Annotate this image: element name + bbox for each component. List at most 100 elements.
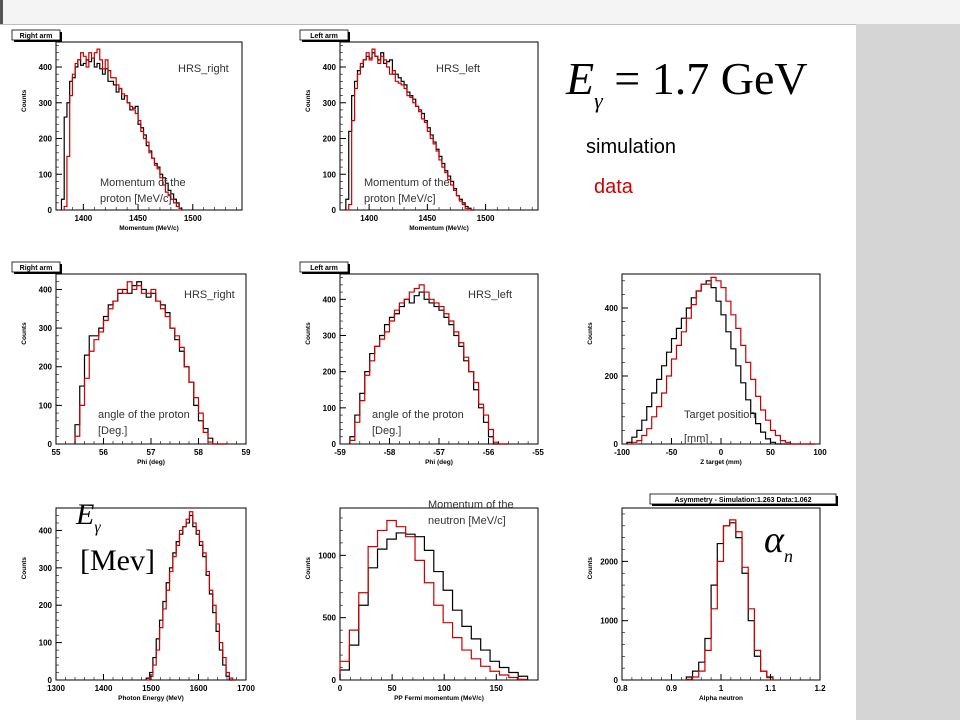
y-axis-label: Counts xyxy=(21,557,28,580)
y-axis-label: Counts xyxy=(305,557,312,580)
x-tick-label: -50 xyxy=(666,448,678,457)
y-axis-label: Counts xyxy=(305,89,312,112)
x-tick-label: 55 xyxy=(52,448,61,457)
x-tick-label: 1300 xyxy=(47,684,65,693)
plot-annotation: [mm] xyxy=(684,433,708,445)
y-tick-label: 100 xyxy=(39,639,53,648)
histogram-svg: 1400 1450 1500 0 100 200 300 400 Momentum (MeV/c… xyxy=(11,29,243,232)
x-tick-label: 1400 xyxy=(95,684,113,693)
window-top-bar xyxy=(0,0,960,25)
y-tick-label: 300 xyxy=(39,99,53,108)
title-box xyxy=(11,261,61,273)
plot-annotation: HRS_left xyxy=(468,289,512,301)
x-axis-label: Z target (mm) xyxy=(700,459,742,466)
x-tick-label: 1700 xyxy=(237,684,255,693)
x-tick-label: 1.2 xyxy=(814,684,826,693)
x-tick-label: 100 xyxy=(813,448,827,457)
title-box-text: Right arm xyxy=(20,33,53,40)
plot-z-target: -100 -50 0 50 100 0 200 400 Z target (mm) Counts T… xyxy=(578,262,828,474)
x-tick-label: 0 xyxy=(719,448,724,457)
y-tick-label: 400 xyxy=(39,63,53,72)
y-tick-label: 1000 xyxy=(318,551,336,560)
title-box-text: Right arm xyxy=(20,265,53,272)
x-tick-label: 1.1 xyxy=(765,684,777,693)
plot-annotation: HRS_right xyxy=(178,63,229,75)
y-tick-label: 0 xyxy=(332,676,337,685)
y-axis-label: Counts xyxy=(305,322,312,345)
plot-annotation: neutron [MeV/c] xyxy=(428,515,506,527)
x-axis-label: Phi (deg) xyxy=(425,459,453,466)
x-tick-label: -58 xyxy=(384,448,396,457)
x-tick-label: 1500 xyxy=(184,214,202,223)
plot-neutron-momentum: 0 50 100 150 0 500 1000 PP Fermi momentum (MeV/… xyxy=(296,494,546,704)
title-box xyxy=(11,29,61,41)
x-tick-label: 57 xyxy=(147,448,156,457)
series-simulation-line xyxy=(60,57,183,210)
y-tick-label: 200 xyxy=(323,135,337,144)
title-box-text: Asymmetry - Simulation:1.263 Data:1.062 xyxy=(675,497,812,504)
plot-momentum-right: 1400 1450 1500 0 100 200 300 400 Momentum (MeV/c… xyxy=(8,29,250,242)
plot-annotation: Momentum of the xyxy=(100,177,186,189)
y-tick-label: 0 xyxy=(332,440,337,449)
y-tick-label: 200 xyxy=(39,135,53,144)
alpha-n-symbol: αn xyxy=(764,519,793,566)
y-axis-label: Counts xyxy=(587,322,594,345)
histogram-svg: 1300 1400 1500 1600 1700 0 100 200 300 400 Photon … xyxy=(21,507,255,702)
plot-frame xyxy=(55,41,243,211)
y-tick-label: 400 xyxy=(39,285,53,294)
x-tick-label: -59 xyxy=(334,448,346,457)
x-tick-label: 1500 xyxy=(142,684,160,693)
plot-frame xyxy=(339,507,539,681)
plot-frame xyxy=(339,273,539,445)
x-tick-label: 56 xyxy=(99,448,108,457)
plot-annotation: proton [MeV/c] xyxy=(100,193,172,205)
plot-momentum-left: 1400 1450 1500 0 100 200 300 400 Momentum (MeV/c… xyxy=(296,29,546,242)
y-tick-label: 300 xyxy=(323,331,337,340)
x-tick-label: 150 xyxy=(490,684,504,693)
histogram-svg: 0 50 100 150 0 500 1000 PP Fermi momentum (MeV/… xyxy=(305,499,539,702)
plot-annotation: HRS_right xyxy=(184,289,235,301)
plot-frame xyxy=(55,273,247,445)
plot-photon-energy: 1300 1400 1500 1600 1700 0 100 200 300 400 Photon … xyxy=(8,494,255,704)
y-tick-label: 100 xyxy=(323,404,337,413)
x-axis-label: Alpha neutron xyxy=(699,695,743,702)
plot-alpha-neutron: 0.8 0.9 1 1.1 1.2 0 1000 2000 Alpha neutron Count… xyxy=(578,493,838,704)
x-axis-label: Momentum (MeV/c) xyxy=(409,225,469,232)
y-tick-label: 300 xyxy=(39,324,53,333)
plot-phi-right: 55 56 57 58 59 0 100 200 300 400 Phi (deg) Counts Ri… xyxy=(8,261,254,474)
y-axis-label: Counts xyxy=(587,557,594,580)
x-tick-label: 50 xyxy=(388,684,397,693)
series-data-line xyxy=(685,519,774,681)
egamma-symbol: Eγ xyxy=(76,498,101,536)
legend-simulation: simulation xyxy=(586,136,677,158)
y-tick-label: 0 xyxy=(332,206,337,215)
y-tick-label: 1000 xyxy=(600,617,618,626)
histogram-svg: -100 -50 0 50 100 0 200 400 Z target (mm) Counts T… xyxy=(587,273,827,466)
y-tick-label: 400 xyxy=(39,526,53,535)
title-box xyxy=(299,29,349,41)
series-data-line xyxy=(74,281,227,445)
y-tick-label: 0 xyxy=(48,676,53,685)
x-tick-label: 59 xyxy=(242,448,251,457)
x-tick-label: -57 xyxy=(433,448,445,457)
histogram-svg: 55 56 57 58 59 0 100 200 300 400 Phi (deg) Counts Ri… xyxy=(11,261,251,466)
x-tick-label: 0 xyxy=(338,684,343,693)
histogram-svg: 1400 1450 1500 0 100 200 300 400 Momentum (MeV/c… xyxy=(299,29,539,232)
series-data-line xyxy=(146,511,237,681)
x-tick-label: 58 xyxy=(194,448,203,457)
y-tick-label: 100 xyxy=(39,170,53,179)
y-tick-label: 300 xyxy=(323,99,337,108)
y-tick-label: 0 xyxy=(614,440,619,449)
top-bar-accent xyxy=(0,0,3,24)
series-data-line xyxy=(345,48,474,211)
x-tick-label: 100 xyxy=(438,684,452,693)
y-tick-label: 200 xyxy=(605,372,619,381)
x-tick-label: -100 xyxy=(614,448,631,457)
title-box-text: Left arm xyxy=(310,265,338,272)
y-tick-label: 2000 xyxy=(600,557,618,566)
x-tick-label: 1 xyxy=(719,684,724,693)
legend-data: data xyxy=(594,176,633,198)
plot-annotation: angle of the proton xyxy=(98,409,190,421)
y-tick-label: 200 xyxy=(39,363,53,372)
x-tick-label: 0.9 xyxy=(666,684,678,693)
